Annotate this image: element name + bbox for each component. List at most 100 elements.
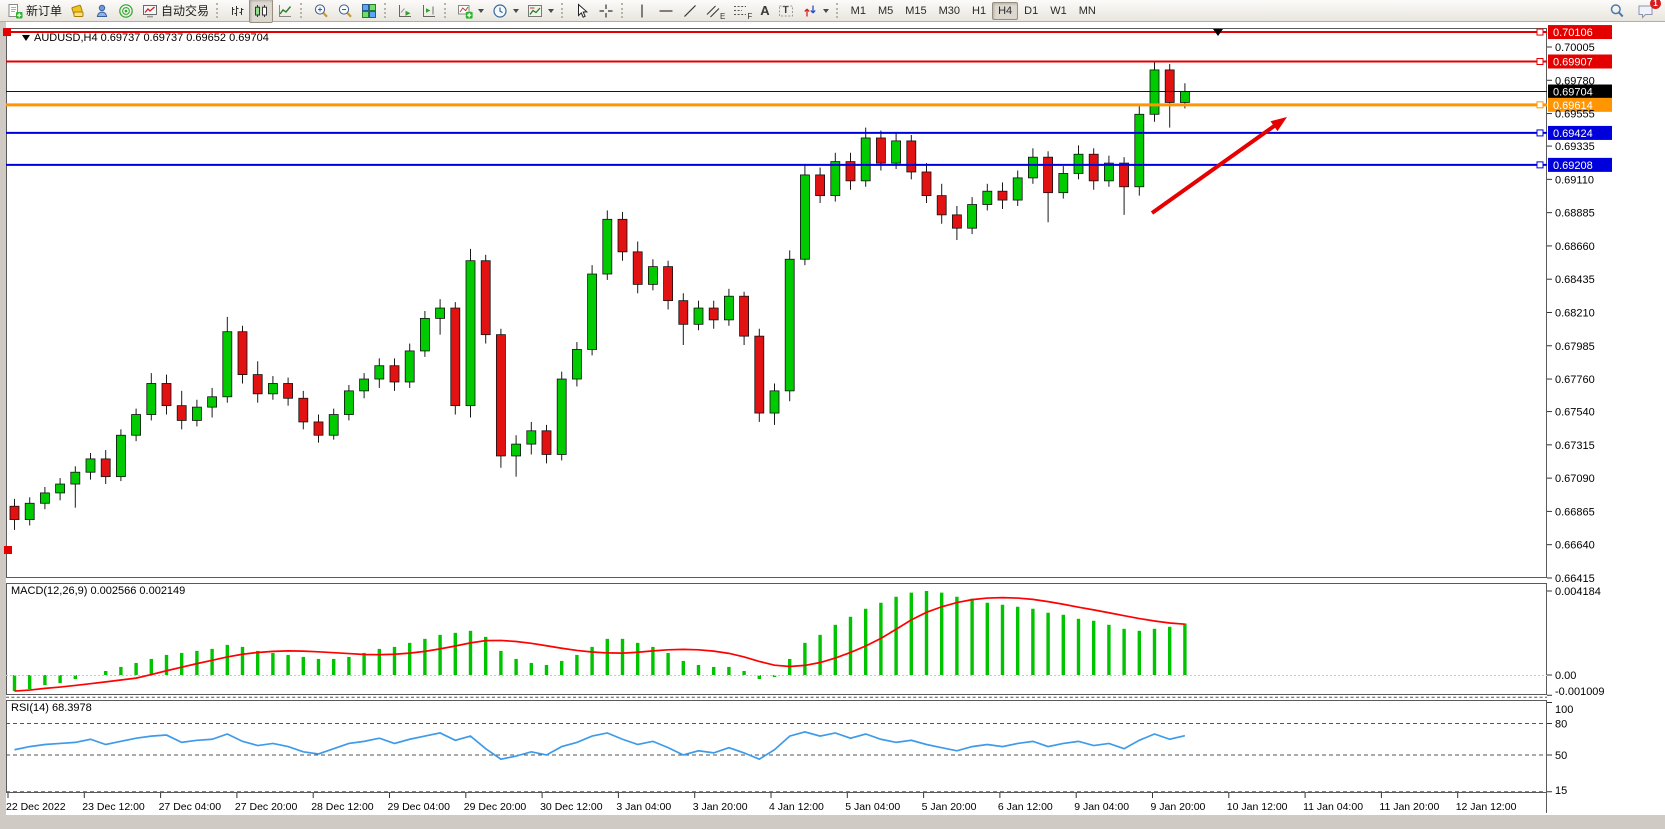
price-badge [1548, 84, 1612, 99]
candle [1119, 162, 1129, 188]
line-handle[interactable] [3, 28, 11, 37]
toolbar-grip [561, 3, 565, 18]
rsi-pane[interactable] [6, 700, 1547, 793]
price-badge [1548, 157, 1612, 172]
new-order-button[interactable]: 新订单 [3, 0, 66, 23]
toolbar-grip [835, 3, 840, 18]
toolbar-grip [216, 3, 220, 18]
candle [1073, 153, 1084, 174]
cursor-tool-button[interactable] [570, 0, 594, 23]
timeframe-button-m15[interactable]: M15 [905, 4, 927, 17]
horizontal-line-icon [658, 3, 674, 19]
time-tick-label: 22 Dec 2022 [6, 801, 66, 813]
tile-windows-button[interactable] [357, 0, 381, 23]
candle [435, 307, 446, 319]
label-tool-glyph: T [782, 4, 789, 16]
price-tick-label: 0.69335 [1555, 141, 1595, 153]
arrows-tool-button[interactable] [798, 0, 833, 23]
candle [845, 161, 856, 182]
person-icon [94, 3, 110, 19]
fibonacci-tool-button[interactable]: F [729, 0, 756, 23]
timeframe-button-m30[interactable]: M30 [938, 4, 961, 17]
label-tool-button[interactable]: T [774, 0, 798, 23]
candle [450, 307, 461, 407]
timeframe-button-m1[interactable]: M1 [850, 4, 866, 17]
line-handle[interactable] [4, 546, 12, 554]
vertical-line-tool-button[interactable] [630, 0, 654, 23]
text-tool-button[interactable]: A [756, 0, 773, 23]
market-watch-button[interactable] [66, 0, 90, 23]
candle [906, 140, 917, 173]
candle [343, 390, 354, 415]
signals-button[interactable] [114, 0, 138, 23]
macd-tick-label: -0.001009 [1555, 686, 1605, 698]
rsi-tick-label: 80 [1555, 719, 1567, 731]
horizontal-line-tool-button[interactable] [654, 0, 678, 23]
zoom-out-icon [337, 3, 353, 19]
time-axis[interactable]: 22 Dec 2022 23 Dec 12:00 27 Dec 04:00 27 De… [6, 793, 1517, 813]
timeframe-button-d1[interactable]: D1 [1024, 4, 1039, 17]
rsi-tick-label: 15 [1555, 785, 1567, 797]
candle [754, 335, 765, 414]
timeframe-button-m5[interactable]: M5 [877, 4, 894, 17]
periods-button[interactable] [488, 0, 523, 23]
candle [693, 307, 704, 325]
timeframe-button-h4[interactable]: H4 [992, 1, 1019, 20]
bar-chart-mode-button[interactable] [225, 0, 249, 23]
main-pane[interactable] [6, 28, 1547, 578]
community-button[interactable] [90, 0, 114, 23]
chevron-down-icon [822, 8, 829, 13]
time-tick-label: 4 Jan 12:00 [769, 801, 824, 813]
chart-shift-marker[interactable] [1213, 29, 1223, 36]
candle [967, 204, 977, 229]
time-tick-label: 29 Dec 20:00 [464, 801, 527, 813]
window-bottom-strip [0, 815, 1665, 829]
candle [85, 458, 96, 473]
trend-arrow-annotation[interactable] [1150, 117, 1287, 215]
indicators-button[interactable] [453, 0, 488, 23]
label-tool-icon: T [778, 3, 794, 19]
candle [495, 334, 506, 457]
channel-glyph: E [720, 11, 726, 21]
line-handle[interactable] [1536, 161, 1544, 169]
line-handle[interactable] [1536, 57, 1544, 65]
time-tick-label: 30 Dec 12:00 [540, 801, 603, 813]
macd-pane[interactable] [6, 583, 1547, 695]
notifications-button[interactable]: 1 [1633, 0, 1661, 23]
chart-shift-button[interactable] [417, 0, 441, 23]
candle [404, 350, 415, 383]
price-axis[interactable]: 0.70005 0.69780 0.69555 0.69335 0.69110 0.688… [1547, 42, 1595, 585]
line-handle[interactable] [1536, 129, 1544, 137]
candle [921, 171, 932, 197]
candle [1149, 69, 1160, 115]
price-badge [1548, 97, 1612, 112]
candle [207, 396, 218, 408]
candlestick-mode-button[interactable] [249, 0, 274, 23]
auto-scroll-button[interactable] [393, 0, 417, 23]
line-chart-mode-button[interactable] [273, 0, 297, 23]
trendline-tool-button[interactable] [678, 0, 702, 23]
candle [511, 443, 522, 457]
timeframe-button-mn[interactable]: MN [1078, 4, 1096, 17]
line-handle[interactable] [1536, 101, 1544, 109]
price-tick-label: 0.66865 [1555, 506, 1595, 518]
channel-tool-button[interactable]: E [702, 0, 729, 23]
line-handle[interactable] [1536, 28, 1544, 36]
zoom-in-button[interactable] [309, 0, 333, 23]
autotrading-button[interactable]: 自动交易 [138, 0, 213, 23]
crosshair-icon [598, 3, 614, 19]
candle [1058, 173, 1069, 194]
search-button[interactable] [1605, 0, 1629, 23]
candle [708, 307, 719, 321]
zoom-out-button[interactable] [333, 0, 357, 23]
templates-button[interactable] [523, 0, 558, 23]
gold-chart-icon [70, 3, 86, 19]
price-tick-label: 0.69780 [1555, 75, 1595, 87]
timeframe-button-w1[interactable]: W1 [1050, 4, 1067, 17]
candle [374, 365, 385, 380]
macd-tick-label: 0.004184 [1555, 586, 1601, 598]
timeframe-button-h1[interactable]: H1 [972, 4, 987, 17]
crosshair-tool-button[interactable] [594, 0, 618, 23]
candle [298, 397, 309, 423]
